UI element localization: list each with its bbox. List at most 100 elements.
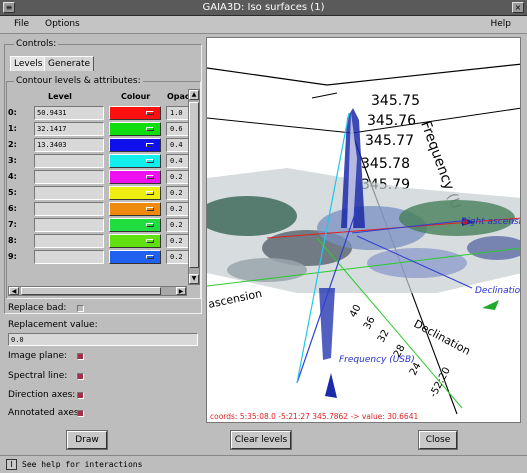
colour-button[interactable]: [109, 138, 161, 152]
annotated-axes-label: Annotated axes:: [8, 408, 82, 418]
opacity-field[interactable]: 0.2: [166, 218, 190, 232]
level-field[interactable]: [34, 170, 104, 184]
window-menu-button[interactable]: ≡: [3, 2, 15, 13]
spectral-line-checkbox[interactable]: [77, 373, 84, 380]
scroll-thumb[interactable]: [189, 102, 199, 268]
lower-spike-surface: [319, 288, 335, 360]
dec-tick: 40: [348, 303, 364, 319]
close-button[interactable]: Close: [419, 431, 457, 449]
header-level: Level: [48, 92, 72, 101]
table-horizontal-scrollbar[interactable]: ◀ ▶: [8, 286, 187, 296]
bbox-edge: [207, 67, 328, 86]
colour-button[interactable]: [109, 122, 161, 136]
opacity-field[interactable]: 0.2: [166, 170, 190, 184]
iso-surface-render: 345.75 345.76 345.77 345.78 345.79 Frequ…: [207, 63, 521, 421]
bbox-edge: [326, 63, 520, 86]
controls-label: Controls:: [14, 39, 59, 49]
status-text: See help for interactions: [22, 460, 143, 469]
replacement-value-input[interactable]: 0.0: [8, 333, 198, 346]
direction-axis-line: [296, 207, 358, 384]
scroll-right-icon[interactable]: ▶: [176, 287, 186, 295]
opacity-field[interactable]: 0.6: [166, 122, 190, 136]
opacity-field[interactable]: 0.4: [166, 138, 190, 152]
opacity-field[interactable]: 0.2: [166, 234, 190, 248]
level-field[interactable]: [34, 234, 104, 248]
row-index: 3:: [8, 156, 17, 165]
option-indicator-icon: [146, 159, 154, 163]
row-index: 6:: [8, 204, 17, 213]
frequency-usb-label: Frequency (USB): [339, 355, 415, 365]
menu-help[interactable]: Help: [490, 19, 511, 29]
replacement-value-label: Replacement value:: [8, 320, 98, 330]
level-field[interactable]: 50.9431: [34, 106, 104, 120]
scroll-down-icon[interactable]: ▼: [189, 274, 199, 284]
scroll-left-icon[interactable]: ◀: [9, 287, 19, 295]
annotated-axes-checkbox[interactable]: [77, 410, 84, 417]
direction-axis-line: [351, 219, 470, 234]
colour-button[interactable]: [109, 234, 161, 248]
menu-options[interactable]: Options: [45, 19, 80, 29]
level-field[interactable]: 32.1417: [34, 122, 104, 136]
colour-button[interactable]: [109, 154, 161, 168]
tab-levels[interactable]: Levels: [10, 56, 47, 71]
close-window-button[interactable]: ×: [512, 2, 524, 13]
row-index: 7:: [8, 220, 17, 229]
option-indicator-icon: [146, 175, 154, 179]
replace-bad-label: Replace bad:: [8, 303, 67, 313]
info-icon: I: [6, 459, 17, 470]
table-vertical-scrollbar[interactable]: ▲ ▼: [188, 89, 200, 285]
green-surface-blob: [207, 196, 297, 236]
coordinate-readout: coords: 5:35:08.0 -5:21:27 345.7862 -> v…: [210, 412, 418, 421]
clear-levels-button[interactable]: Clear levels: [231, 431, 291, 449]
menu-bar: File Options Help: [0, 16, 527, 34]
option-indicator-icon: [146, 239, 154, 243]
iso-surface-viewport[interactable]: 345.75 345.76 345.77 345.78 345.79 Frequ…: [206, 37, 521, 423]
bbox-edge: [207, 117, 353, 134]
option-indicator-icon: [146, 143, 154, 147]
opacity-field[interactable]: 0.2: [166, 186, 190, 200]
level-field[interactable]: [34, 218, 104, 232]
colour-button[interactable]: [109, 250, 161, 264]
freq-tick: 345.75: [371, 93, 420, 109]
opacity-field[interactable]: 0.2: [166, 250, 190, 264]
level-field[interactable]: [34, 250, 104, 264]
dec-axis-arrow-icon: [482, 300, 499, 310]
freq-axis-arrow-icon: [325, 373, 337, 398]
direction-axes-checkbox[interactable]: [77, 392, 84, 399]
level-field[interactable]: [34, 186, 104, 200]
option-indicator-icon: [146, 191, 154, 195]
status-bar: I See help for interactions: [0, 455, 527, 473]
colour-button[interactable]: [109, 106, 161, 120]
ra-axis-label: ascension: [207, 287, 263, 311]
menu-file[interactable]: File: [14, 19, 30, 29]
origin-marker-icon: [462, 219, 468, 225]
opacity-field[interactable]: 0.2: [166, 202, 190, 216]
row-index: 2:: [8, 140, 17, 149]
spectral-line-marker: [296, 112, 350, 384]
option-indicator-icon: [146, 111, 154, 115]
scroll-up-icon[interactable]: ▲: [189, 90, 199, 100]
direction-axis-line: [356, 235, 473, 289]
level-field[interactable]: [34, 154, 104, 168]
opacity-field[interactable]: 0.4: [166, 154, 190, 168]
opacity-field[interactable]: 1.0: [166, 106, 190, 120]
dec-tick: 36: [362, 315, 378, 331]
level-field[interactable]: 13.3403: [34, 138, 104, 152]
tab-generate[interactable]: Generate: [44, 56, 95, 71]
plane-grid-line: [207, 247, 520, 287]
spike-highlight: [347, 113, 357, 228]
colour-button[interactable]: [109, 202, 161, 216]
colour-button[interactable]: [109, 170, 161, 184]
scroll-thumb[interactable]: [21, 287, 161, 295]
colour-button[interactable]: [109, 218, 161, 232]
level-field[interactable]: [34, 202, 104, 216]
bbox-edge: [311, 92, 338, 99]
right-ascension-label: Right ascensio: [461, 217, 521, 227]
row-index: 9:: [8, 252, 17, 261]
replace-bad-checkbox[interactable]: [77, 305, 84, 312]
colour-button[interactable]: [109, 186, 161, 200]
option-indicator-icon: [146, 223, 154, 227]
draw-button[interactable]: Draw: [67, 431, 107, 449]
bbox-edge: [351, 107, 520, 134]
image-plane-checkbox[interactable]: [77, 353, 84, 360]
